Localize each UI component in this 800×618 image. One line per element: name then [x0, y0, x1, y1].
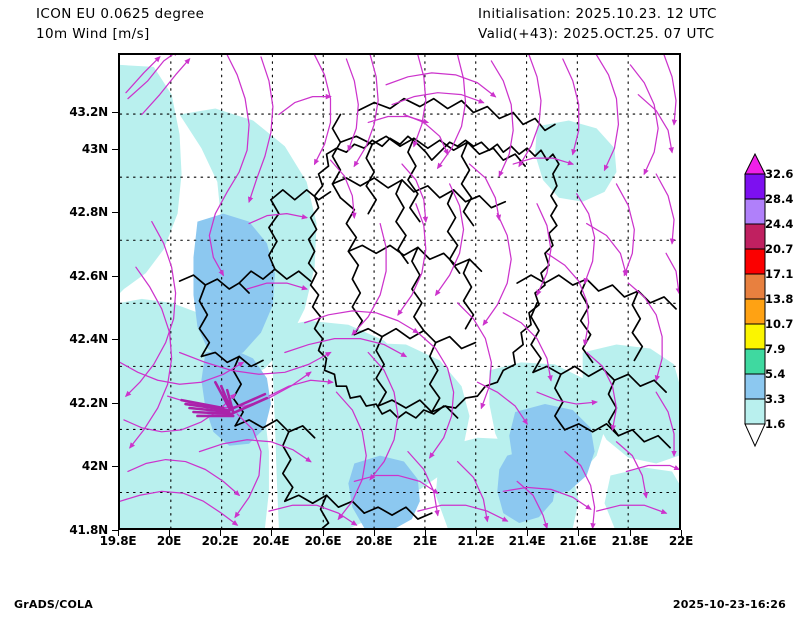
wind-map-svg [120, 55, 679, 528]
y-tick-label: 42.2N [69, 396, 108, 410]
map-canvas [120, 55, 679, 528]
producer-label: GrADS/COLA [14, 598, 93, 611]
valid-time-label: Valid(+43): 2025.OCT.25. 07 UTC [478, 26, 715, 42]
x-tick-label: 21.4E [508, 534, 546, 548]
y-tick-label: 43.2N [69, 105, 108, 119]
y-tick-label: 41.8N [69, 523, 108, 537]
x-tick-label: 19.8E [99, 534, 137, 548]
y-tick-label: 43N [81, 142, 108, 156]
colorbar-tick-label: 1.6 [765, 417, 786, 431]
x-tick-label: 21.2E [457, 534, 495, 548]
colorbar-tick-label: 3.3 [765, 392, 786, 406]
wind-streamlines [120, 55, 679, 528]
y-tick-label: 42.8N [69, 205, 108, 219]
initialisation-label: Initialisation: 2025.10.23. 12 UTC [478, 6, 717, 22]
generation-timestamp: 2025-10-23-16:26 [672, 598, 786, 611]
colorbar-tick-label: 7.9 [765, 342, 786, 356]
graticule-gridlines [120, 55, 679, 528]
x-tick-label: 20.2E [201, 534, 239, 548]
colorbar-tick-label: 28.4 [765, 192, 794, 206]
y-tick-label: 42N [81, 459, 108, 473]
colorbar-tick-label: 24.4 [765, 217, 794, 231]
colorbar-svg [744, 152, 766, 448]
colorbar-tick-label: 17.1 [765, 267, 794, 281]
x-tick-label: 20.8E [355, 534, 393, 548]
colorbar-tick-label: 5.4 [765, 367, 786, 381]
map-plot-area [118, 53, 681, 530]
y-tick-label: 42.6N [69, 269, 108, 283]
colorbar-tick-label: 32.6 [765, 167, 794, 181]
x-tick-label: 22E [668, 534, 694, 548]
x-tick-label: 20.4E [252, 534, 290, 548]
field-title: 10m Wind [m/s] [36, 26, 150, 42]
model-title: ICON EU 0.0625 degree [36, 6, 205, 22]
x-tick-label: 20.6E [304, 534, 342, 548]
x-tick-label: 21E [412, 534, 438, 548]
x-tick-label: 21.8E [611, 534, 649, 548]
colorbar-tick-label: 20.7 [765, 242, 794, 256]
colorbar-tick-label: 13.8 [765, 292, 794, 306]
x-tick-label: 20E [156, 534, 182, 548]
colorbar-tick-label: 10.7 [765, 317, 794, 331]
colorbar-legend: 32.6 28.4 24.4 20.7 17.1 13.8 10.7 7.9 5… [735, 148, 797, 448]
y-tick-label: 42.4N [69, 332, 108, 346]
x-tick-label: 21.6E [559, 534, 597, 548]
